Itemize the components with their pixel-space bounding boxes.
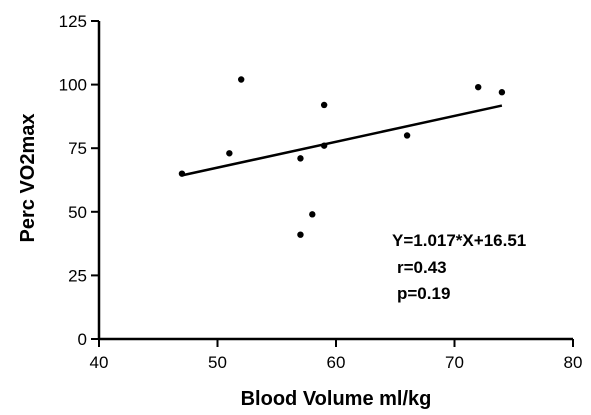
data-point (297, 155, 304, 162)
data-point (320, 101, 328, 109)
y-tick-label: 25 (68, 266, 87, 285)
annotation-p: p=0.19 (397, 284, 450, 303)
data-point (238, 76, 245, 83)
x-tick-label: 70 (445, 353, 464, 372)
y-tick-label: 100 (59, 76, 87, 95)
regression-line-group (181, 104, 503, 177)
x-tick-label: 40 (90, 353, 109, 372)
data-point (403, 132, 411, 139)
data-point (320, 142, 328, 149)
x-tick-label: 80 (564, 353, 583, 372)
data-points (178, 76, 506, 238)
data-point (178, 170, 186, 177)
y-tick-label: 75 (68, 139, 87, 158)
regression-line (181, 104, 503, 177)
annotation-equation: Y=1.017*X+16.51 (392, 231, 526, 250)
axes (97, 21, 573, 341)
data-point (309, 211, 316, 218)
y-tick-label: 0 (78, 330, 87, 349)
annotation-r: r=0.43 (397, 258, 447, 277)
annotations: Y=1.017*X+16.51 r=0.43 p=0.19 (392, 231, 526, 303)
x-axis-title: Blood Volume ml/kg (241, 388, 432, 410)
data-point (475, 83, 482, 91)
data-point (226, 150, 233, 157)
y-tick-label: 50 (68, 203, 87, 222)
x-tick-label: 50 (208, 353, 227, 372)
ticks: 40 50 60 70 80 0 25 50 75 100 125 (59, 12, 583, 372)
data-point (498, 89, 506, 96)
x-tick-label: 60 (327, 353, 346, 372)
y-tick-label: 125 (59, 12, 87, 31)
y-axis-title: Perc VO2max (17, 114, 39, 243)
data-point (297, 231, 304, 238)
